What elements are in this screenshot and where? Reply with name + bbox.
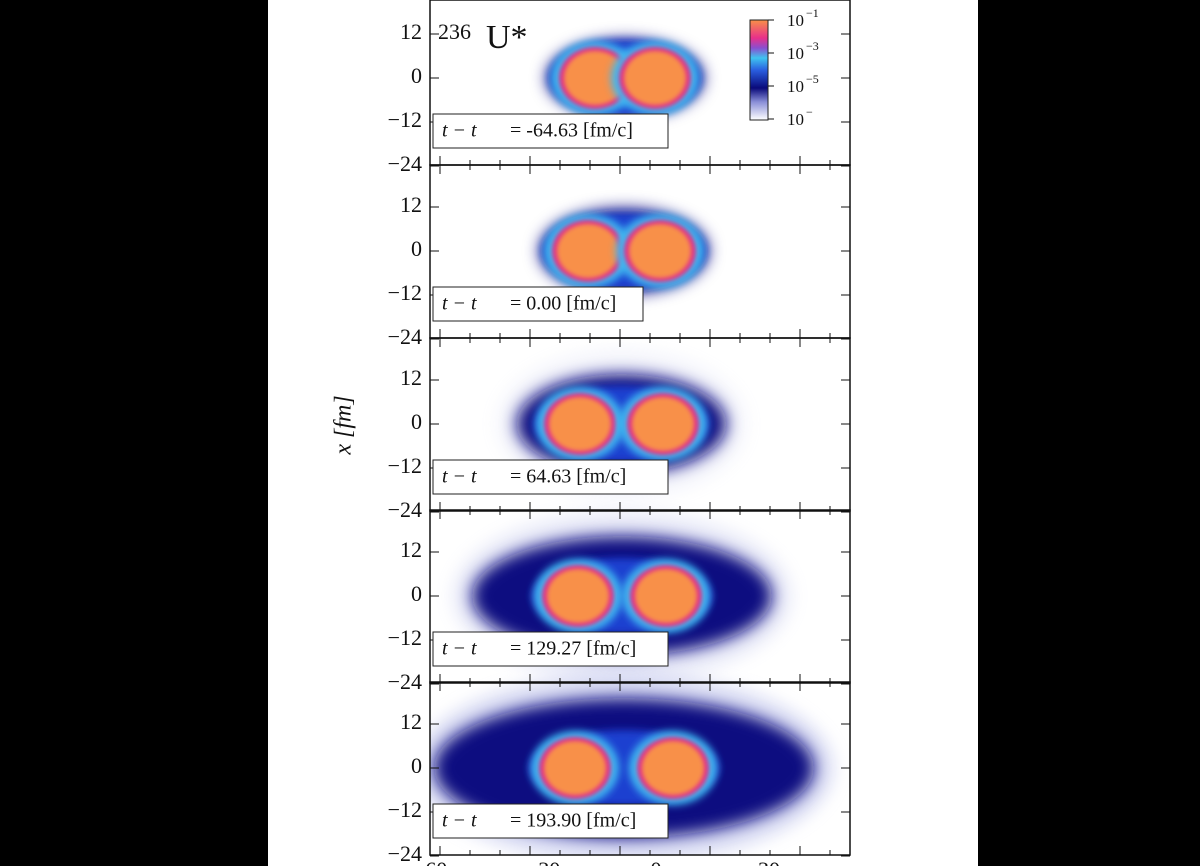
colorbar-base: 10 — [787, 44, 804, 63]
y-tick-label: 12 — [400, 19, 422, 44]
y-tick-label: 12 — [400, 709, 422, 734]
fragment-core — [635, 569, 697, 623]
x-tick-label: −60 — [413, 857, 447, 866]
time-value: = -64.63 [fm/c] — [510, 120, 633, 142]
fragment-core — [642, 741, 704, 795]
y-tick-label: −24 — [388, 324, 422, 349]
colorbar-exp: − — [806, 105, 813, 119]
colorbar-exp: −1 — [806, 6, 819, 20]
time-value: = 64.63 [fm/c] — [510, 466, 626, 488]
y-tick-label: 0 — [411, 409, 422, 434]
time-box — [432, 286, 644, 322]
colorbar-exp: −5 — [806, 72, 819, 86]
time-box — [432, 459, 669, 495]
nucleus-symbol: U* — [486, 19, 528, 56]
fragment-core — [549, 397, 611, 451]
y-tick-label: 12 — [400, 365, 422, 390]
nucleus-mass: 236 — [438, 19, 471, 44]
x-tick-label: 30 — [758, 857, 780, 866]
time-value: = 129.27 [fm/c] — [510, 638, 636, 660]
y-tick-label: −12 — [388, 625, 422, 650]
fragment-core — [629, 224, 691, 278]
colorbar — [749, 19, 769, 121]
x-tick-label: 0 — [651, 857, 662, 866]
y-tick-label: −24 — [388, 841, 422, 866]
density-map — [430, 673, 834, 855]
y-tick-label: 0 — [411, 236, 422, 261]
time-value: = 0.00 [fm/c] — [510, 293, 616, 315]
y-axis-label: x [fm] — [331, 395, 357, 455]
colorbar-base: 10 — [787, 77, 804, 96]
density-map — [547, 40, 703, 116]
colorbar-exp: −3 — [806, 39, 819, 53]
y-tick-label: 0 — [411, 63, 422, 88]
y-tick-label: 0 — [411, 581, 422, 606]
time-symbol: t − t — [442, 120, 477, 142]
y-tick-label: −12 — [388, 797, 422, 822]
fragment-core — [557, 224, 619, 278]
y-tick-label: 12 — [400, 192, 422, 217]
y-tick-label: 0 — [411, 753, 422, 778]
time-value: = 193.90 [fm/c] — [510, 810, 636, 832]
time-symbol: t − t — [442, 293, 477, 315]
fragment-core — [564, 51, 626, 105]
y-tick-label: −24 — [388, 669, 422, 694]
fragment-core — [544, 741, 606, 795]
time-box — [432, 803, 669, 839]
y-tick-label: −12 — [388, 107, 422, 132]
time-symbol: t − t — [442, 638, 477, 660]
y-tick-label: −24 — [388, 497, 422, 522]
colorbar-base: 10 — [787, 11, 804, 30]
time-box — [432, 113, 669, 149]
colorbar-base: 10 — [787, 110, 804, 129]
fragment-core — [547, 569, 609, 623]
x-tick-label: −30 — [526, 857, 560, 866]
y-tick-label: −12 — [388, 280, 422, 305]
time-box — [432, 631, 669, 667]
fragment-core — [632, 397, 694, 451]
time-symbol: t − t — [442, 466, 477, 488]
time-symbol: t − t — [442, 810, 477, 832]
y-tick-label: −24 — [388, 151, 422, 176]
density-map — [540, 209, 708, 293]
fragment-core — [624, 51, 686, 105]
y-tick-label: −12 — [388, 453, 422, 478]
density-map — [496, 349, 747, 499]
y-tick-label: 12 — [400, 537, 422, 562]
